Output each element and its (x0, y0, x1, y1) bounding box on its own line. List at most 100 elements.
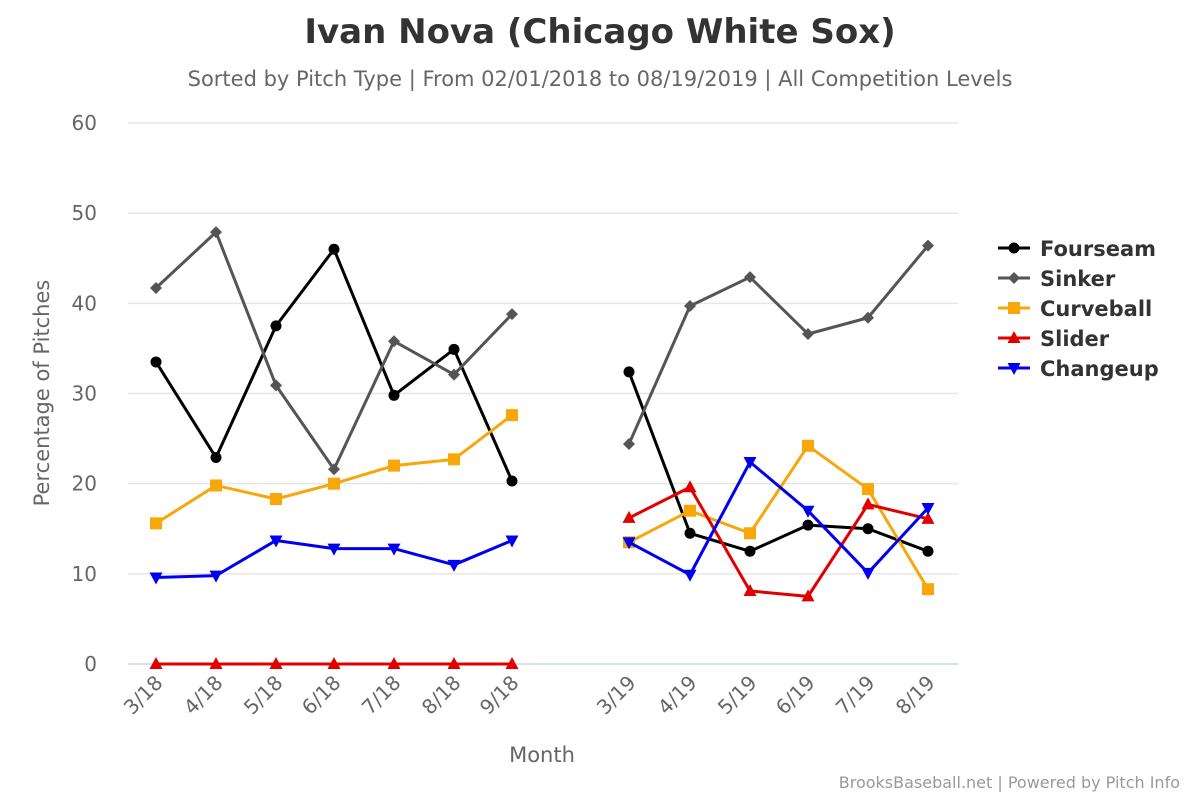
data-point-slider (447, 657, 461, 669)
x-tick-label: 4/19 (653, 671, 702, 720)
legend-marker-fourseam (1008, 242, 1020, 254)
legend-marker-curveball (1008, 302, 1020, 314)
data-point-slider (743, 583, 757, 596)
series-curveball[interactable] (150, 409, 934, 596)
y-tick-label: 40 (72, 291, 97, 315)
legend[interactable]: Fourseam Sinker Curveball Slider Changeup (998, 237, 1159, 381)
data-point-curveball (802, 439, 814, 452)
legend-label-sinker: Sinker (1040, 267, 1116, 291)
data-point-sinker (270, 379, 282, 392)
x-tick-label: 3/18 (119, 671, 168, 720)
legend-item-fourseam[interactable]: Fourseam (998, 237, 1156, 261)
legend-item-changeup[interactable]: Changeup (998, 357, 1159, 381)
y-tick-label: 0 (84, 652, 97, 676)
legend-item-slider[interactable]: Slider (998, 327, 1110, 351)
data-point-changeup (149, 572, 163, 585)
data-point-slider (683, 480, 697, 493)
data-point-slider (622, 510, 636, 523)
data-point-changeup (447, 559, 461, 572)
data-point-curveball (328, 477, 340, 490)
data-point-slider (801, 589, 815, 602)
data-point-curveball (862, 483, 874, 496)
data-point-fourseam (922, 545, 934, 557)
y-tick-label: 60 (72, 111, 97, 135)
x-tick-label: 8/18 (417, 671, 466, 720)
data-point-changeup (801, 505, 815, 518)
series-fourseam[interactable] (150, 243, 934, 557)
data-point-fourseam (328, 243, 340, 255)
y-axis-tick-labels: 0 10 20 30 40 50 60 (72, 111, 97, 676)
data-point-fourseam (684, 527, 696, 539)
data-point-fourseam (150, 356, 162, 368)
x-tick-label: 7/19 (831, 671, 880, 720)
data-point-slider (505, 657, 519, 669)
data-point-changeup (505, 535, 519, 548)
data-point-sinker (802, 327, 814, 340)
data-point-sinker (684, 300, 696, 313)
data-point-sinker (328, 463, 340, 476)
data-point-curveball (210, 479, 222, 492)
x-tick-label: 9/18 (475, 671, 524, 720)
chart-title: Ivan Nova (Chicago White Sox) (304, 12, 896, 52)
data-point-sinker (623, 437, 635, 450)
series-line-slider (628, 485, 929, 598)
data-point-fourseam (744, 545, 756, 557)
data-point-changeup (861, 567, 875, 580)
data-point-changeup (327, 543, 341, 556)
legend-item-sinker[interactable]: Sinker (998, 267, 1116, 291)
x-axis-title: Month (509, 743, 575, 767)
data-point-slider (387, 657, 401, 669)
data-point-sinker (922, 239, 934, 252)
series-slider[interactable] (149, 480, 935, 669)
legend-label-changeup: Changeup (1040, 357, 1159, 381)
data-point-fourseam (506, 475, 518, 487)
legend-label-curveball: Curveball (1040, 297, 1152, 321)
data-point-fourseam (270, 320, 282, 332)
data-point-curveball (270, 492, 282, 505)
x-tick-label: 8/19 (891, 671, 940, 720)
data-point-changeup (743, 457, 757, 470)
legend-item-curveball[interactable]: Curveball (998, 297, 1152, 321)
y-axis-title: Percentage of Pitches (30, 280, 54, 507)
data-point-sinker (744, 271, 756, 284)
data-point-sinker (210, 226, 222, 239)
x-tick-label: 6/18 (297, 671, 346, 720)
data-point-curveball (506, 409, 518, 422)
data-point-fourseam (448, 343, 460, 355)
grid-lines (128, 122, 958, 665)
data-point-fourseam (388, 389, 400, 401)
data-point-sinker (448, 368, 460, 381)
x-tick-label: 3/19 (592, 671, 641, 720)
data-point-fourseam (862, 523, 874, 535)
series-plot-area (149, 226, 935, 669)
x-tick-label: 6/19 (771, 671, 820, 720)
data-point-changeup (387, 543, 401, 556)
series-line-changeup (628, 460, 930, 577)
data-point-changeup (683, 569, 697, 582)
legend-marker-changeup (1007, 363, 1021, 375)
y-tick-label: 20 (72, 472, 97, 496)
y-tick-label: 50 (72, 201, 97, 225)
data-point-fourseam (210, 452, 222, 464)
data-point-slider (149, 657, 163, 669)
legend-label-fourseam: Fourseam (1040, 237, 1156, 261)
data-point-curveball (684, 504, 696, 517)
series-sinker[interactable] (150, 226, 934, 476)
data-point-slider (327, 657, 341, 669)
chart-subtitle: Sorted by Pitch Type | From 02/01/2018 t… (187, 67, 1013, 91)
legend-label-slider: Slider (1040, 327, 1110, 351)
y-tick-label: 10 (72, 562, 97, 586)
x-axis-tick-labels: 3/18 4/18 5/18 6/18 7/18 8/18 9/18 3/19 4/19 5/19… (119, 671, 940, 720)
data-point-sinker (862, 311, 874, 324)
legend-marker-sinker (1008, 272, 1020, 284)
data-point-curveball (448, 453, 460, 466)
data-point-curveball (744, 527, 756, 540)
data-point-sinker (506, 308, 518, 321)
data-point-curveball (150, 517, 162, 530)
credits-text[interactable]: BrooksBaseball.net | Powered by Pitch In… (838, 773, 1180, 792)
data-point-curveball (388, 459, 400, 472)
data-point-changeup (269, 535, 283, 548)
series-changeup[interactable] (149, 457, 935, 585)
x-tick-label: 4/18 (179, 671, 228, 720)
